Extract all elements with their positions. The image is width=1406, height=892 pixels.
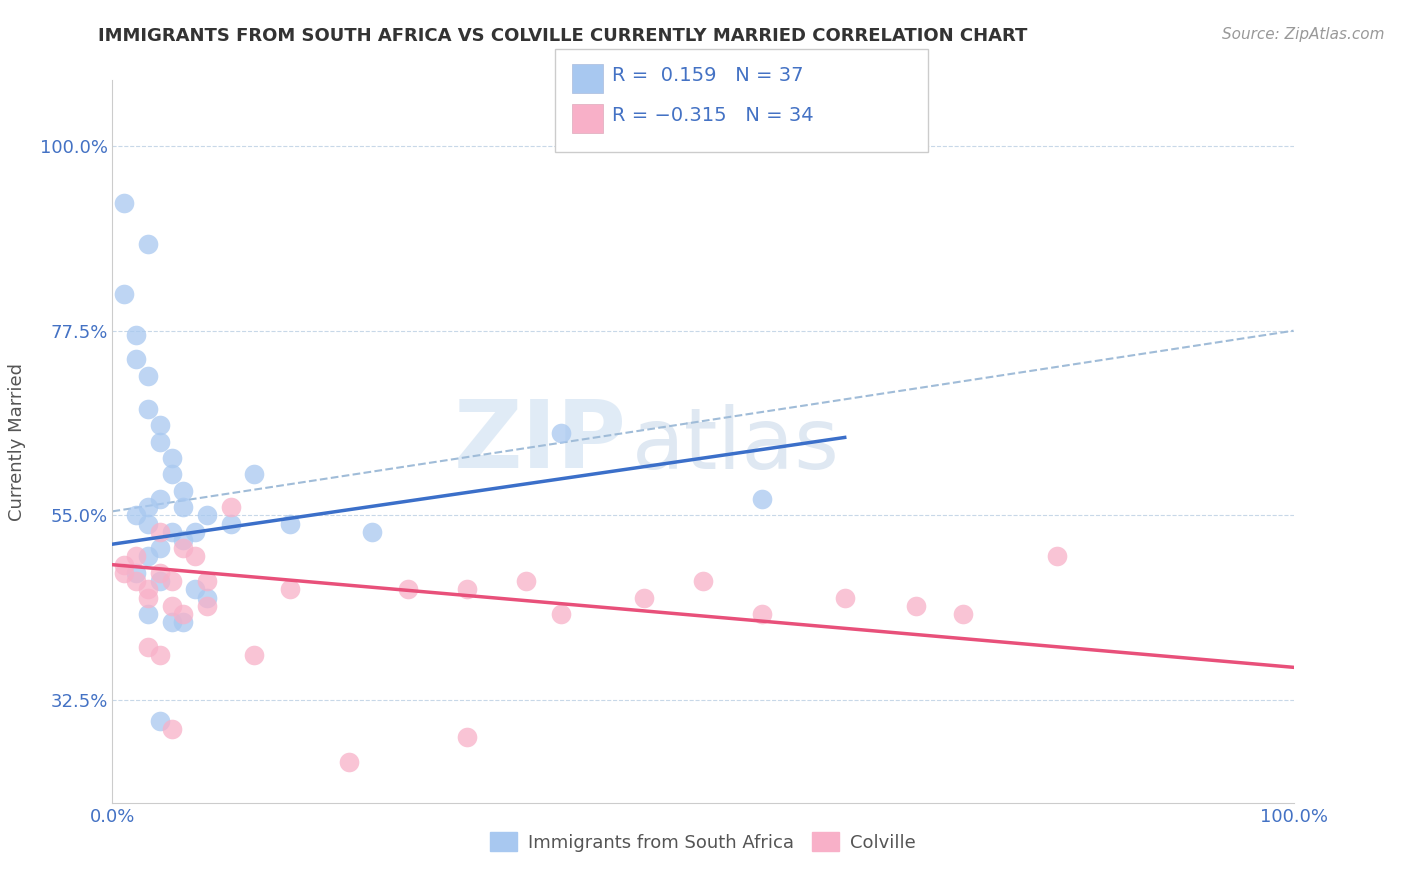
Point [160,524,183,539]
Point [136,582,159,597]
Point [125,352,148,367]
Point [136,368,159,383]
Point [149,524,172,539]
Point [160,574,183,588]
Point [136,591,159,605]
Point [243,467,266,482]
Legend: Immigrants from South Africa, Colville: Immigrants from South Africa, Colville [482,825,924,859]
Point [195,599,218,613]
Point [834,591,856,605]
Point [515,574,537,588]
Point [456,582,478,597]
Point [149,434,172,449]
Point [195,591,218,605]
Text: R = −0.315   N = 34: R = −0.315 N = 34 [612,106,813,126]
Point [160,722,183,736]
Point [160,467,183,482]
Point [184,524,207,539]
Point [125,566,148,580]
Point [692,574,714,588]
Point [361,524,384,539]
Point [149,566,172,580]
Point [337,755,360,769]
Point [136,237,159,252]
Text: Source: ZipAtlas.com: Source: ZipAtlas.com [1222,27,1385,42]
Point [149,648,172,662]
Point [112,558,135,572]
Point [125,508,148,523]
Point [149,714,172,728]
Point [184,582,207,597]
Point [149,418,172,433]
Text: atlas: atlas [633,404,841,487]
Text: ZIP: ZIP [453,395,626,488]
Point [136,516,159,531]
Point [112,566,135,580]
Point [278,516,301,531]
Point [633,591,655,605]
Point [125,549,148,564]
Point [243,648,266,662]
Text: IMMIGRANTS FROM SOUTH AFRICA VS COLVILLE CURRENTLY MARRIED CORRELATION CHART: IMMIGRANTS FROM SOUTH AFRICA VS COLVILLE… [98,27,1028,45]
Point [136,607,159,621]
Point [136,640,159,654]
Point [125,327,148,342]
Point [952,607,974,621]
Point [396,582,419,597]
Point [751,491,773,506]
Point [160,450,183,465]
Point [278,582,301,597]
Point [112,196,135,211]
Point [751,607,773,621]
Point [149,541,172,556]
Point [456,730,478,744]
Point [125,574,148,588]
Point [172,500,194,515]
Point [184,549,207,564]
Y-axis label: Currently Married: Currently Married [7,362,25,521]
Point [195,574,218,588]
Point [160,599,183,613]
Point [219,500,242,515]
Point [149,491,172,506]
Point [550,607,572,621]
Point [550,426,572,441]
Point [172,533,194,547]
Point [172,541,194,556]
Point [904,599,927,613]
Point [149,574,172,588]
Point [136,549,159,564]
Point [136,500,159,515]
Point [172,615,194,630]
Point [172,607,194,621]
Text: R =  0.159   N = 37: R = 0.159 N = 37 [612,66,803,86]
Point [1046,549,1069,564]
Point [195,508,218,523]
Point [136,401,159,416]
Point [112,286,135,301]
Point [160,615,183,630]
Point [219,516,242,531]
Point [172,483,194,498]
